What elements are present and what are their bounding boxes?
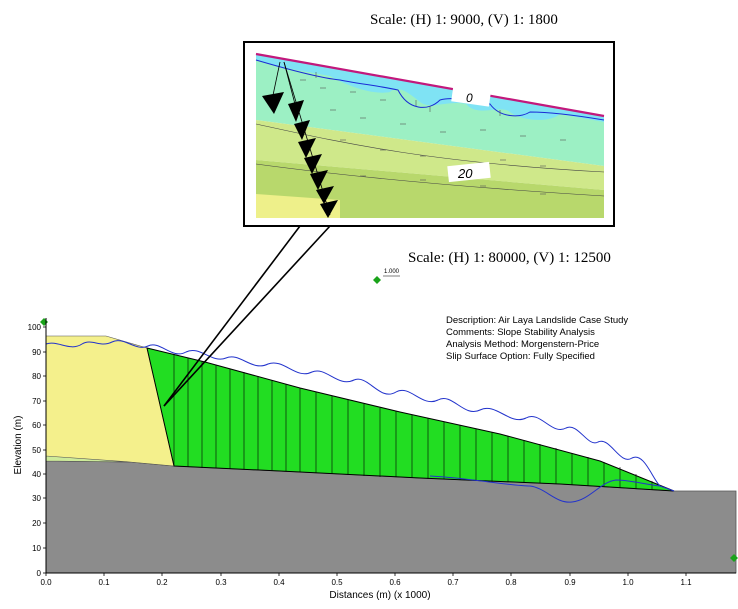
zoom-callout	[163, 225, 331, 407]
x-axis-label: Distances (m) (x 1000)	[329, 590, 430, 601]
y-axis-label: Elevation (m)	[13, 416, 24, 475]
y-ticks	[43, 326, 46, 574]
marker-left-icon	[40, 318, 48, 326]
x-tick-label: 0.7	[447, 578, 459, 587]
x-tick-label: 0.4	[273, 578, 285, 587]
y-tick-labels: 0 10 20 30 40 50 60 70 80 90 100	[28, 323, 42, 578]
x-tick-label: 1.1	[680, 578, 692, 587]
inset-arrows	[262, 92, 338, 218]
x-tick-label: 0.8	[505, 578, 517, 587]
description-text: Description: Air Laya Landslide Case Stu…	[446, 315, 628, 326]
x-tick-label: 1.0	[622, 578, 634, 587]
y-tick-label: 80	[32, 372, 41, 381]
scale-label-inset: Scale: (H) 1: 9000, (V) 1: 1800	[370, 12, 558, 28]
y-tick-label: 70	[32, 397, 41, 406]
method-text: Analysis Method: Morgenstern-Price	[446, 339, 599, 350]
analysis-info: Description: Air Laya Landslide Case Stu…	[446, 315, 628, 362]
inset-contour-20	[255, 123, 605, 173]
y-tick-label: 30	[32, 494, 41, 503]
x-tick-labels: 0.0 0.1 0.2 0.3 0.4 0.5 0.6 0.7 0.8 0.9 …	[40, 578, 692, 587]
y-tick-label: 60	[32, 421, 41, 430]
inset-zoom: 0 20	[243, 41, 615, 227]
inset-water-zone	[256, 54, 604, 122]
x-tick-label: 0.5	[331, 578, 343, 587]
x-tick-label: 0.9	[564, 578, 576, 587]
inset-ground-surface	[255, 52, 605, 118]
x-tick-label: 0.0	[40, 578, 52, 587]
inset-flow-vectors	[300, 72, 566, 195]
water-table-line	[45, 340, 662, 503]
x-tick-label: 0.6	[389, 578, 401, 587]
y-tick-label: 50	[32, 446, 41, 455]
slip-mass	[146, 347, 675, 492]
x-ticks	[45, 573, 687, 576]
inset-contour-lower	[255, 163, 605, 197]
inset-layer-green	[256, 120, 604, 190]
slice-lines	[173, 354, 653, 490]
comments-text: Comments: Slope Stability Analysis	[446, 327, 595, 338]
y-tick-label: 100	[28, 323, 42, 332]
scale-label-main: Scale: (H) 1: 80000, (V) 1: 12500	[408, 250, 611, 266]
water-table-tail	[659, 485, 675, 492]
inset-contour-label-20: 20	[457, 166, 473, 181]
x-tick-label: 0.3	[215, 578, 227, 587]
x-tick-label: 0.2	[156, 578, 168, 587]
axes	[45, 318, 736, 574]
cross-section	[40, 275, 738, 574]
y-tick-label: 40	[32, 470, 41, 479]
inset-layer-yellow	[256, 194, 340, 218]
y-tick-label: 90	[32, 348, 41, 357]
y-tick-label: 0	[37, 569, 42, 578]
inset-contour-0	[255, 59, 605, 121]
slip-option-text: Slip Surface Option: Fully Specified	[446, 351, 595, 362]
marker-value: 1.000	[384, 269, 400, 275]
marker-top-icon	[373, 276, 381, 284]
marker-right-icon	[730, 554, 738, 562]
y-tick-label: 10	[32, 544, 41, 553]
x-tick-label: 0.1	[98, 578, 110, 587]
y-tick-label: 20	[32, 519, 41, 528]
inset-contour-label-0: 0	[466, 91, 473, 105]
